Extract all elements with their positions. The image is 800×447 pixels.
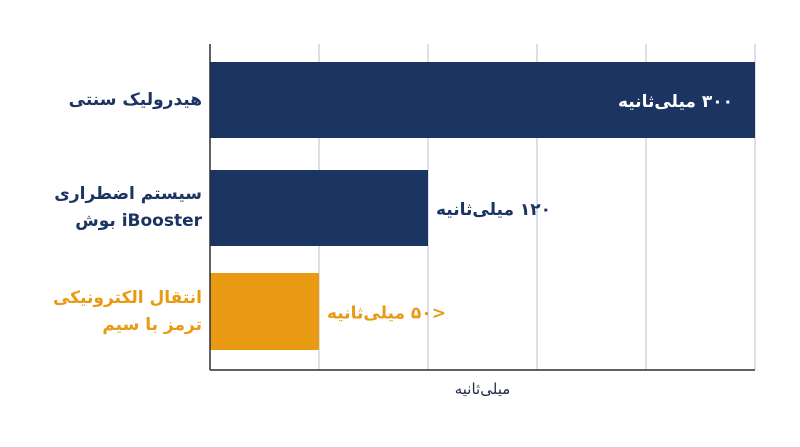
category-label-line: سیستم اضطراری bbox=[54, 184, 202, 204]
data-label: ۳۰۰ میلی‌ثانیه bbox=[618, 92, 733, 112]
category-label-line: ترمز با سیم bbox=[102, 314, 202, 335]
x-axis-title: میلی‌ثانیه bbox=[454, 380, 511, 398]
category-label: انتقال الکترونیکی ترمز با سیم bbox=[12, 285, 202, 339]
category-label-line: iBooster بوش bbox=[75, 211, 202, 231]
bar bbox=[210, 170, 428, 246]
category-label-line: هیدرولیک سنتی bbox=[68, 89, 202, 110]
category-label: سیستم اضطراری iBooster بوش bbox=[12, 181, 202, 235]
data-label: <۵۰ میلی‌ثانیه bbox=[327, 304, 446, 324]
bar bbox=[210, 62, 755, 138]
data-label: ۱۲۰ میلی‌ثانیه bbox=[436, 200, 551, 220]
category-label-line: انتقال الکترونیکی bbox=[52, 287, 202, 308]
bar bbox=[210, 273, 319, 350]
category-label: هیدرولیک سنتی bbox=[12, 87, 202, 114]
